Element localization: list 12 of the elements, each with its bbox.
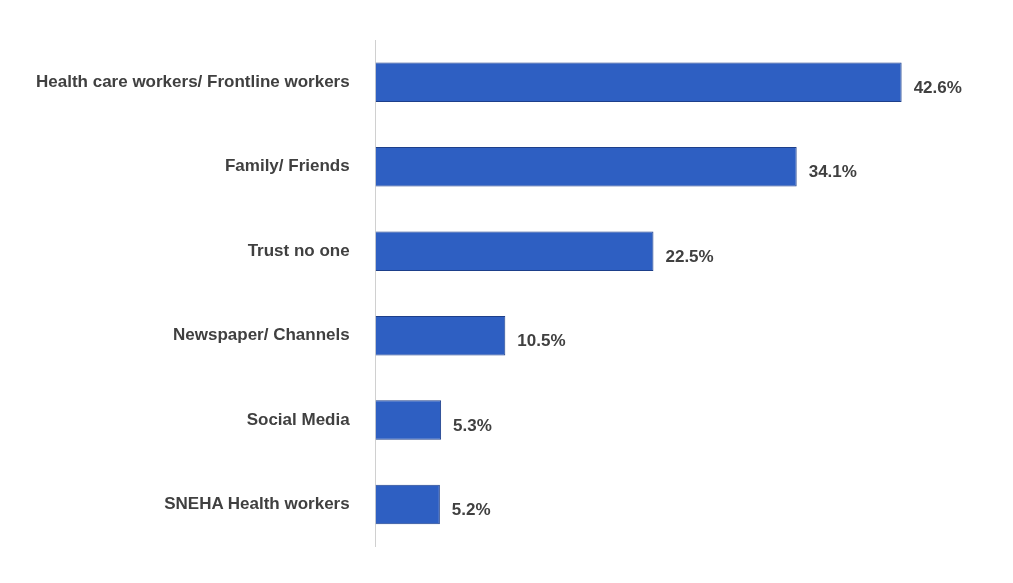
data-label: 42.6% [913, 77, 962, 97]
y-tick-label: Trust no one [247, 240, 350, 260]
data-label: 10.5% [517, 331, 566, 351]
y-tick-label: SNEHA Health workers [164, 494, 350, 514]
data-label: 22.5% [665, 246, 714, 266]
y-tick-label: Health care workers/ Frontline workers [36, 71, 350, 91]
y-tick-label: Social Media [246, 409, 351, 429]
data-label: 5.2% [451, 500, 491, 520]
data-label: 5.3% [453, 415, 492, 435]
y-tick-label: Family/ Friends [224, 156, 350, 176]
y-tick-label: Newspaper/ Channels [173, 325, 350, 345]
data-label: 34.1% [808, 162, 857, 182]
